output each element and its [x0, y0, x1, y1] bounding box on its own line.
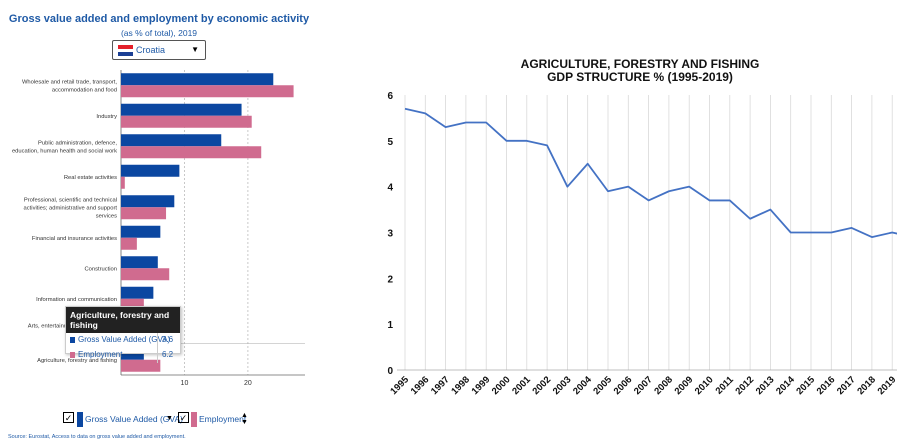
x-tick-label: 2008 — [652, 374, 675, 397]
country-select[interactable]: Croatia ▼ — [112, 40, 206, 60]
category-label: accommodation and food — [52, 87, 117, 93]
legend-swatch-employment — [191, 412, 197, 427]
x-tick-label: 2006 — [612, 374, 635, 397]
sort-icon[interactable]: ▲ ▼ — [241, 412, 248, 426]
bar-gva — [121, 195, 175, 208]
x-tick-label: 2000 — [490, 374, 513, 397]
x-tick-label: 2007 — [632, 374, 655, 397]
tooltip-title: Agriculture, forestry and fishing — [66, 307, 180, 333]
legend-label-gva[interactable]: Gross Value Added (GVA) — [85, 414, 183, 424]
x-tick-label: 2002 — [530, 374, 553, 397]
x-tick-label: 2019 — [876, 374, 897, 397]
x-tick-label: 2015 — [794, 374, 817, 397]
y-tick-label: 4 — [387, 183, 393, 194]
x-tick-label: 2014 — [774, 374, 797, 397]
y-tick-label: 6 — [387, 91, 393, 102]
x-tick-label: 2017 — [835, 374, 858, 397]
tooltip-label-gva: Gross Value Added (GVA) — [78, 335, 171, 344]
category-label: Industry — [96, 114, 117, 120]
x-tick-label: 2013 — [754, 374, 777, 397]
category-label: Wholesale and retail trade, transport, — [22, 79, 117, 85]
x-tick-label: 2005 — [591, 374, 614, 397]
tooltip-swatch-employment — [70, 352, 75, 358]
y-tick-label: 3 — [387, 229, 393, 240]
x-tick-label: 20 — [244, 380, 252, 387]
category-label: Agriculture, forestry and fishing — [37, 358, 117, 364]
x-tick-label: 10 — [181, 380, 189, 387]
legend-checkbox-gva[interactable]: ✓ — [63, 412, 74, 423]
bar-employment — [121, 176, 125, 189]
x-tick-label: 1996 — [409, 374, 432, 397]
bar-employment — [121, 237, 137, 250]
category-label: Public administration, defence, — [38, 140, 117, 146]
category-label: Information and communication — [36, 297, 117, 303]
y-tick-label: 0 — [387, 366, 393, 377]
x-tick-label: 2018 — [855, 374, 878, 397]
category-label: education, human health and social work — [12, 148, 117, 154]
x-tick-label: 2009 — [673, 374, 696, 397]
source-note: Source: Eurostat, Access to data on gros… — [8, 434, 186, 440]
left-chart-subtitle: (as % of total), 2019 — [120, 28, 198, 38]
y-tick-label: 1 — [387, 320, 393, 331]
line-chart-title-line2: GDP STRUCTURE % (1995-2019) — [547, 70, 733, 84]
x-tick-label: 1997 — [429, 374, 452, 397]
chevron-down-icon[interactable]: ▼ — [166, 415, 173, 422]
series-line — [404, 107, 897, 238]
bar-employment — [121, 268, 170, 281]
bar-gva — [121, 164, 180, 177]
x-tick-label: 2001 — [510, 374, 533, 397]
bar-gva — [121, 286, 154, 299]
category-label: Financial and insurance activities — [32, 236, 117, 242]
line-chart-title-line1: AGRICULTURE, FORESTRY AND FISHING — [520, 57, 760, 71]
tooltip-row-gva: Gross Value Added (GVA) 3.6 — [66, 333, 180, 348]
y-tick-label: 2 — [387, 274, 393, 285]
tooltip-swatch-gva — [70, 337, 75, 343]
category-label: Construction — [84, 266, 117, 272]
legend-label-employment[interactable]: Employment — [199, 414, 247, 424]
x-tick-label: 2011 — [714, 374, 737, 397]
x-tick-label: 2016 — [815, 374, 838, 397]
bar-employment — [121, 85, 294, 98]
bar-employment — [121, 207, 167, 220]
category-label: activities; administrative and support — [24, 205, 118, 211]
legend-swatch-gva — [77, 412, 83, 427]
x-tick-label: 1999 — [470, 374, 493, 397]
legend-checkbox-employment[interactable]: ✓ — [178, 412, 189, 423]
x-tick-label: 2010 — [693, 374, 716, 397]
bar-employment — [121, 359, 161, 372]
category-label: services — [96, 213, 117, 219]
x-tick-label: 2012 — [733, 374, 756, 397]
category-label: Real estate activities — [64, 175, 117, 181]
y-tick-label: 5 — [387, 137, 393, 148]
chevron-down-icon: ▼ — [191, 45, 199, 54]
bar-gva — [121, 73, 274, 86]
bar-gva — [121, 256, 158, 269]
bar-gva — [121, 103, 242, 116]
line-chart-title: AGRICULTURE, FORESTRY AND FISHING GDP ST… — [430, 58, 850, 84]
tooltip-label-employment: Employment — [78, 350, 123, 359]
tooltip-value-gva: 3.6 — [162, 335, 174, 344]
tooltip-row-employment: Employment 6.2 — [66, 348, 180, 363]
category-label: Professional, scientific and technical — [24, 197, 117, 203]
bar-gva — [121, 225, 161, 238]
bar-employment — [121, 115, 252, 128]
croatia-flag-icon — [118, 45, 133, 56]
bar-employment — [121, 146, 262, 159]
x-tick-label: 2003 — [551, 374, 574, 397]
x-tick-label: 2004 — [571, 374, 594, 397]
country-select-value: Croatia — [136, 45, 166, 55]
tooltip-value-employment: 6.2 — [162, 350, 174, 359]
left-chart-title: Gross value added and employment by econ… — [8, 13, 310, 25]
x-tick-label: 1998 — [449, 374, 472, 397]
x-tick-label: 1995 — [388, 374, 411, 397]
bar-gva — [121, 134, 222, 147]
bar-tooltip: Agriculture, forestry and fishing Gross … — [65, 306, 181, 363]
